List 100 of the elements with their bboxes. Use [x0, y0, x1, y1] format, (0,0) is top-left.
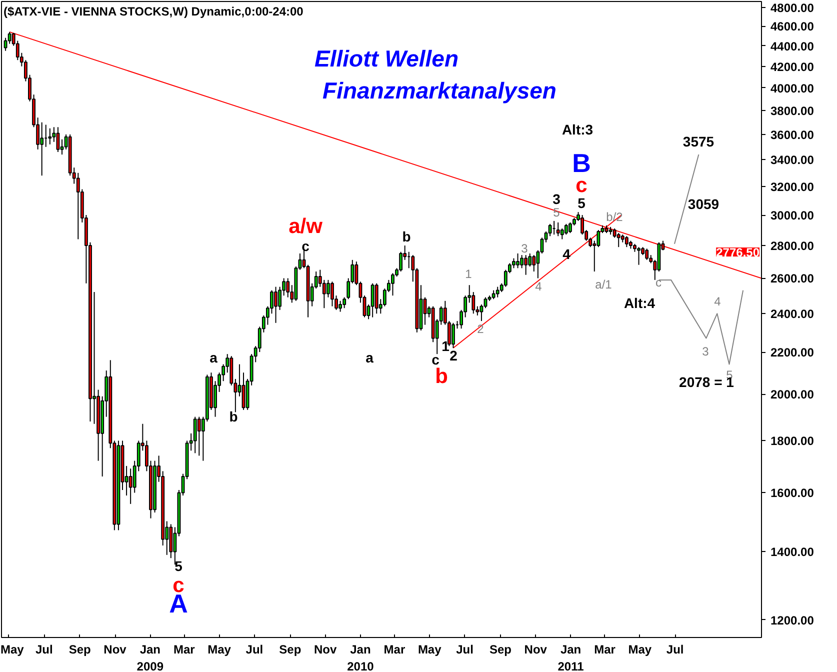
x-tick-label: May	[208, 642, 232, 656]
annotation: 2	[450, 348, 458, 364]
candlestick	[8, 31, 12, 44]
annotation: Alt:4	[624, 294, 656, 311]
x-tick-label: Mar	[384, 642, 406, 656]
x-tick-label: Jul	[35, 642, 53, 656]
candlestick	[624, 236, 628, 248]
candlestick	[616, 232, 620, 248]
x-tick-label: Jul	[666, 642, 684, 656]
candlestick	[496, 286, 500, 298]
y-tick-label: 1400.00	[770, 545, 814, 560]
annotation: c	[302, 238, 310, 254]
candlestick	[452, 322, 455, 349]
annotation: b	[229, 408, 238, 424]
x-tick-label: May	[0, 642, 24, 656]
line-series	[658, 279, 744, 365]
x-tick-label: Sep	[279, 642, 302, 656]
candlestick	[391, 272, 394, 296]
candlestick	[524, 254, 528, 276]
candlestick	[40, 122, 44, 176]
x-tick-label: Nov	[524, 642, 548, 656]
x-tick-label: Jan 2009	[136, 642, 164, 672]
candlestick	[4, 37, 8, 52]
candlestick	[532, 254, 536, 272]
candlestick	[56, 126, 60, 152]
candlestick	[326, 279, 330, 298]
candlestick	[516, 252, 520, 269]
candlestick	[645, 248, 649, 260]
y-tick-label: 2800.00	[770, 238, 814, 253]
candlestick	[76, 172, 80, 240]
annotation: 5	[578, 195, 586, 212]
annotation: 4	[535, 280, 542, 294]
y-tick-label: 1800.00	[770, 434, 814, 448]
chart-title: ($ATX-VIE - VIENNA STOCKS,W) Dynamic,0:00-24:00	[4, 4, 304, 18]
annotation: a	[366, 350, 374, 366]
annotation: 3059	[688, 196, 720, 212]
y-tick-label: 3800.00	[770, 104, 814, 118]
y-tick-label: 3400.00	[770, 153, 814, 168]
annotation: 5	[174, 558, 183, 574]
candlestick	[560, 228, 564, 240]
candlestick	[270, 290, 274, 314]
candlestick	[484, 296, 488, 309]
annotation: Elliott Wellen	[314, 45, 458, 72]
x-tick-label: Nov	[314, 642, 337, 656]
annotation: 3	[521, 242, 528, 256]
y-tick-label: 4000.00	[770, 81, 814, 96]
candlestick	[637, 246, 640, 266]
annotation: 1	[465, 267, 472, 282]
y-tick-label: 2200.00	[770, 346, 814, 360]
x-tick-label: Sep	[68, 642, 91, 656]
annotation: a/1	[595, 277, 612, 292]
candlestick	[48, 128, 52, 145]
y-tick-label: 4600.00	[770, 20, 814, 34]
candlestick	[274, 286, 278, 324]
x-tick-label: Nov	[104, 642, 127, 656]
y-tick-label: 4400.00	[770, 39, 814, 54]
annotation: a	[210, 350, 218, 366]
x-tick-label: Jul	[456, 642, 474, 656]
annotation: c	[656, 275, 662, 290]
annotation: 3	[702, 344, 710, 358]
annotation: a/w	[288, 215, 324, 238]
y-tick-label: 3600.00	[770, 128, 814, 142]
y-tick-label: 3000.00	[770, 208, 814, 223]
annotation: 3	[552, 191, 561, 208]
y-tick-label: 4200.00	[770, 60, 814, 74]
candlestick	[370, 282, 374, 318]
candlestick	[330, 281, 334, 307]
x-tick-label: Jan 2011	[558, 642, 584, 672]
y-tick-label: 3200.00	[770, 180, 814, 194]
candlestick	[197, 416, 201, 456]
candlestick	[512, 258, 516, 269]
x-tick-label: Sep	[489, 642, 512, 656]
candlestick	[193, 416, 197, 454]
y-tick-label: 2600.00	[770, 272, 814, 286]
x-tick-label: Jul	[246, 642, 264, 656]
x-tick-label: Mar	[594, 642, 616, 656]
x-tick-label: May	[418, 642, 442, 656]
candlestick	[338, 300, 342, 312]
candlestick	[342, 296, 346, 309]
candlestick	[564, 223, 568, 236]
x-tick-label: Jan 2010	[347, 642, 374, 672]
y-tick-label: 2000.00	[770, 388, 814, 402]
candlestick	[128, 468, 132, 504]
y-tick-label: 4800.00	[770, 0, 814, 15]
y-tick-label: 1600.00	[770, 486, 814, 500]
annotation: 3575	[682, 133, 714, 150]
y-tick-label: 1200.00	[770, 613, 814, 628]
candlestick	[556, 222, 560, 237]
annotation: Alt:3	[562, 122, 594, 138]
candlestick	[580, 214, 584, 236]
candlestick	[286, 278, 290, 298]
x-tick-label: Mar	[173, 642, 196, 656]
annotation: 2776.50	[716, 245, 760, 260]
annotation: 4	[714, 294, 722, 308]
annotation: 4	[562, 246, 571, 262]
annotation: Finanzmarktanalysen	[322, 78, 556, 104]
candlestick	[520, 254, 524, 269]
annotation: b	[402, 228, 411, 244]
y-tick-label: 2400.00	[770, 307, 814, 322]
candlestick	[568, 222, 572, 234]
